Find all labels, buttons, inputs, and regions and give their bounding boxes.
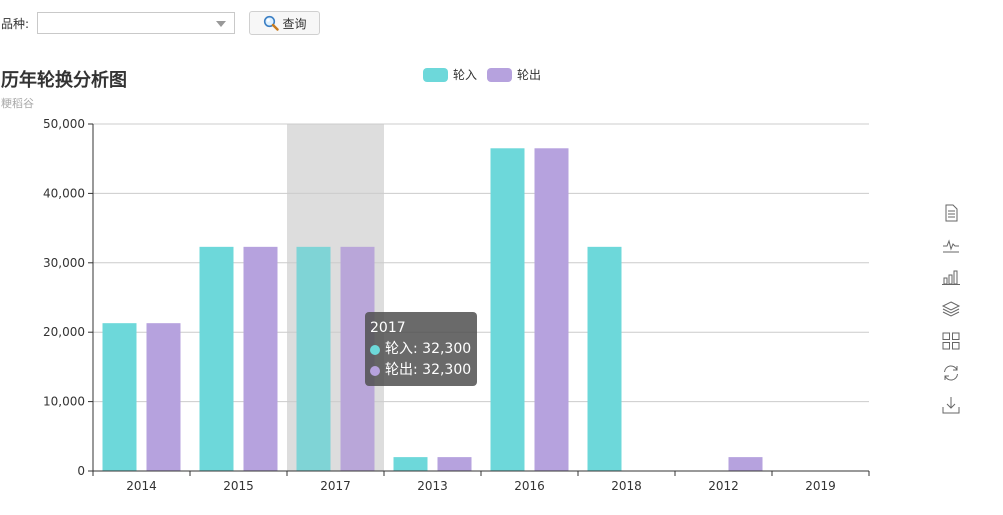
chart-title: 历年轮换分析图 [1, 70, 127, 91]
line-chart-icon[interactable] [941, 235, 961, 255]
y-tick-label: 0 [77, 464, 85, 478]
legend-swatch-out [487, 67, 513, 82]
bar-out-2012 [728, 457, 763, 471]
bar-out-2016 [534, 148, 569, 472]
filter-bar: 品种: 查询 [0, 10, 321, 36]
tooltip-title: 2017 [370, 320, 406, 336]
x-tick-label: 2012 [708, 479, 739, 493]
chart-tooltip: 2017 轮入: 32,300 轮出: 32,300 [365, 312, 478, 386]
bar-in-2014 [102, 323, 137, 471]
y-tick-label: 10,000 [43, 395, 85, 409]
tiled-icon[interactable] [941, 331, 961, 351]
restore-icon[interactable] [941, 363, 961, 383]
y-tick-label: 40,000 [43, 186, 85, 200]
legend-label-out: 轮出 [517, 68, 542, 82]
tooltip-label-in: 轮入: 32,300 [385, 341, 472, 357]
chart-subtitle: 粳稻谷 [1, 97, 34, 110]
legend: 轮入 轮出 [423, 66, 551, 83]
chart-toolbox [941, 203, 963, 427]
legend-swatch-in [423, 67, 448, 82]
bar-out-2013 [437, 457, 472, 471]
data-view-icon[interactable] [941, 203, 961, 223]
x-tick-label: 2016 [514, 479, 545, 493]
bar-out-2014 [146, 323, 181, 471]
tooltip-row-in: 轮入: 32,300 [370, 339, 471, 360]
x-tick-label: 2015 [223, 479, 254, 493]
bar-in-2016 [490, 148, 525, 472]
variety-select[interactable] [37, 12, 236, 34]
save-image-icon[interactable] [941, 395, 961, 415]
x-tick-label: 2014 [126, 479, 157, 493]
legend-item-in[interactable]: 轮入 [423, 66, 477, 83]
bar-in-2015 [199, 246, 234, 471]
tooltip-dot-in [370, 344, 380, 355]
x-tick-label: 2017 [320, 479, 351, 493]
y-tick-label: 20,000 [43, 325, 85, 339]
query-button-label: 查询 [282, 16, 307, 31]
stack-icon[interactable] [941, 299, 961, 319]
x-tick-label: 2013 [417, 479, 448, 493]
bar-chart-icon[interactable] [941, 267, 961, 287]
variety-label: 品种: [1, 16, 30, 31]
bar-in-2018 [587, 246, 622, 471]
chevron-down-icon[interactable] [216, 21, 227, 27]
bar-in-2013 [393, 457, 428, 471]
tooltip-row-out: 轮出: 32,300 [370, 360, 471, 381]
legend-label-in: 轮入 [453, 68, 478, 82]
bar-in-2017 [296, 246, 331, 471]
legend-item-out[interactable]: 轮出 [487, 66, 541, 83]
query-button[interactable]: 查询 [249, 11, 321, 35]
bar-out-2015 [243, 246, 278, 471]
tooltip-dot-out [370, 365, 380, 376]
tooltip-label-out: 轮出: 32,300 [385, 362, 472, 378]
search-icon [263, 15, 279, 31]
x-tick-label: 2019 [805, 479, 836, 493]
y-tick-label: 50,000 [43, 117, 85, 131]
y-tick-label: 30,000 [43, 256, 85, 270]
x-tick-label: 2018 [611, 479, 642, 493]
